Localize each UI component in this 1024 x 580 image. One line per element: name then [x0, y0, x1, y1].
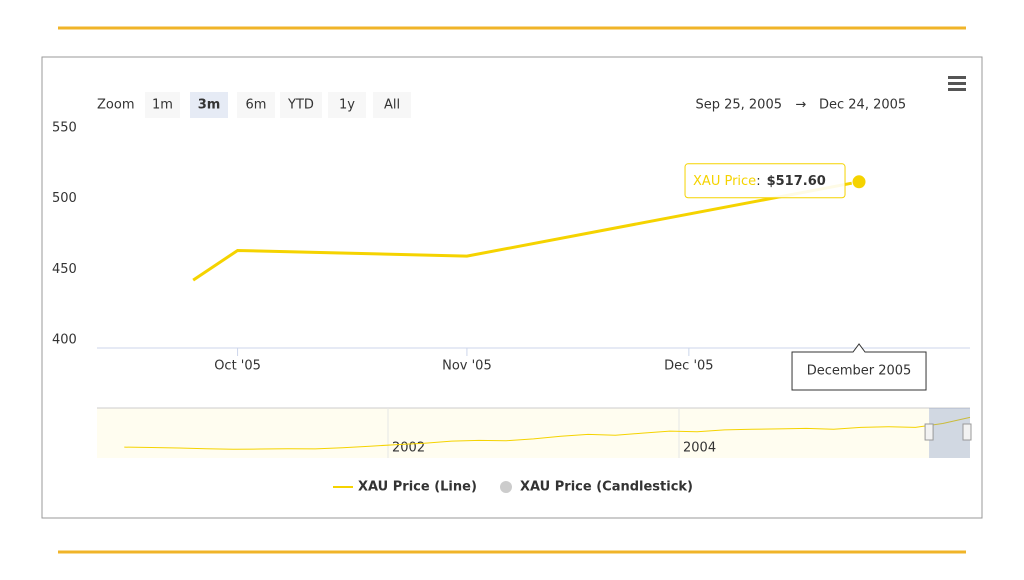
range-button-bg — [145, 92, 180, 118]
navigator-tick-label: 2002 — [392, 441, 425, 456]
legend-item[interactable]: XAU Price (Line) — [333, 480, 477, 495]
tooltip-text: XAU Price: $517.60 — [693, 173, 826, 188]
y-tick-label: 550 — [52, 121, 77, 136]
y-tick-label: 400 — [52, 333, 77, 348]
range-button-label: 1m — [152, 98, 173, 113]
range-button[interactable]: 1m — [145, 92, 180, 118]
range-button[interactable]: All — [373, 92, 411, 118]
range-button-bg — [373, 92, 411, 118]
range-button-bg — [237, 92, 275, 118]
legend-label: XAU Price (Line) — [358, 480, 477, 495]
y-tick-label: 450 — [52, 262, 77, 277]
range-button-bg — [280, 92, 322, 118]
navigator-handle[interactable] — [924, 423, 934, 441]
tooltip-series: XAU Price — [693, 173, 756, 188]
legend-item[interactable]: XAU Price (Candlestick) — [500, 480, 693, 495]
range-button[interactable]: YTD — [280, 92, 322, 118]
navigator-series — [124, 416, 971, 450]
range-button[interactable]: 1y — [328, 92, 366, 118]
menu-bar — [948, 76, 966, 79]
series-line — [192, 180, 860, 282]
range-button-label: 6m — [246, 98, 267, 113]
tooltip-separator: : — [756, 173, 760, 188]
x-tick-label: Dec '05 — [664, 359, 713, 374]
hover-point — [851, 174, 867, 190]
range-button-bg — [190, 92, 228, 118]
tooltip-value: $517.60 — [767, 173, 826, 188]
zoom-label: Zoom — [97, 98, 134, 113]
legend-symbol — [500, 481, 512, 493]
navigator-handle[interactable] — [962, 423, 972, 441]
navigator-tick-label: 2004 — [683, 441, 716, 456]
range-button[interactable]: 3m — [190, 92, 228, 118]
range-button-label: All — [384, 98, 400, 113]
navigator-background — [97, 408, 970, 458]
range-from[interactable]: Sep 25, 2005 — [695, 98, 782, 113]
menu-bar — [948, 88, 966, 91]
y-tick-label: 500 — [52, 191, 77, 206]
date-tooltip-box — [791, 343, 927, 391]
menu-button[interactable] — [948, 76, 966, 91]
tooltip-box — [684, 163, 846, 199]
menu-bar — [948, 82, 966, 85]
x-tick-label: Oct '05 — [214, 359, 261, 374]
range-button-label: 3m — [198, 98, 221, 113]
range-button[interactable]: 6m — [237, 92, 275, 118]
range-button-label: YTD — [287, 98, 314, 113]
range-to[interactable]: Dec 24, 2005 — [819, 98, 906, 113]
range-separator: → — [796, 98, 807, 113]
range-button-label: 1y — [339, 98, 355, 113]
range-button-bg — [328, 92, 366, 118]
date-tooltip: December 2005 — [807, 364, 912, 379]
x-tick-label: Nov '05 — [442, 359, 492, 374]
legend-label: XAU Price (Candlestick) — [520, 480, 693, 495]
